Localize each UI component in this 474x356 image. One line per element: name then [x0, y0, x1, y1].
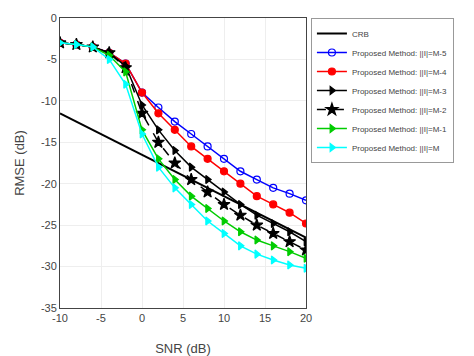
svg-text:-35: -35	[41, 302, 57, 314]
svg-text:-20: -20	[41, 178, 57, 190]
svg-text:0: 0	[51, 12, 57, 24]
svg-text:-5: -5	[47, 53, 57, 65]
svg-text:10: 10	[218, 312, 230, 324]
svg-text:-10: -10	[52, 312, 68, 324]
svg-text:Proposed Method: ||I|=M-2: Proposed Method: ||I|=M-2	[352, 106, 447, 115]
svg-text:SNR (dB): SNR (dB)	[155, 341, 211, 356]
svg-text:RMSE (dB): RMSE (dB)	[12, 130, 27, 196]
svg-text:5: 5	[180, 312, 186, 324]
svg-text:-10: -10	[41, 95, 57, 107]
svg-text:-25: -25	[41, 219, 57, 231]
svg-text:20: 20	[300, 312, 312, 324]
svg-text:Proposed Method: ||I|=M-1: Proposed Method: ||I|=M-1	[352, 125, 447, 134]
svg-text:Proposed Method: ||I|=M-4: Proposed Method: ||I|=M-4	[352, 68, 447, 77]
svg-text:-5: -5	[96, 312, 106, 324]
svg-text:Proposed Method: ||I|=M-5: Proposed Method: ||I|=M-5	[352, 49, 447, 58]
svg-text:Proposed Method: ||I|=M-3: Proposed Method: ||I|=M-3	[352, 87, 447, 96]
svg-text:-15: -15	[41, 136, 57, 148]
svg-text:0: 0	[139, 312, 145, 324]
svg-text:15: 15	[259, 312, 271, 324]
svg-text:CRB: CRB	[352, 30, 369, 39]
svg-text:Proposed Method: ||I|=M: Proposed Method: ||I|=M	[352, 144, 440, 153]
svg-text:-30: -30	[41, 260, 57, 272]
